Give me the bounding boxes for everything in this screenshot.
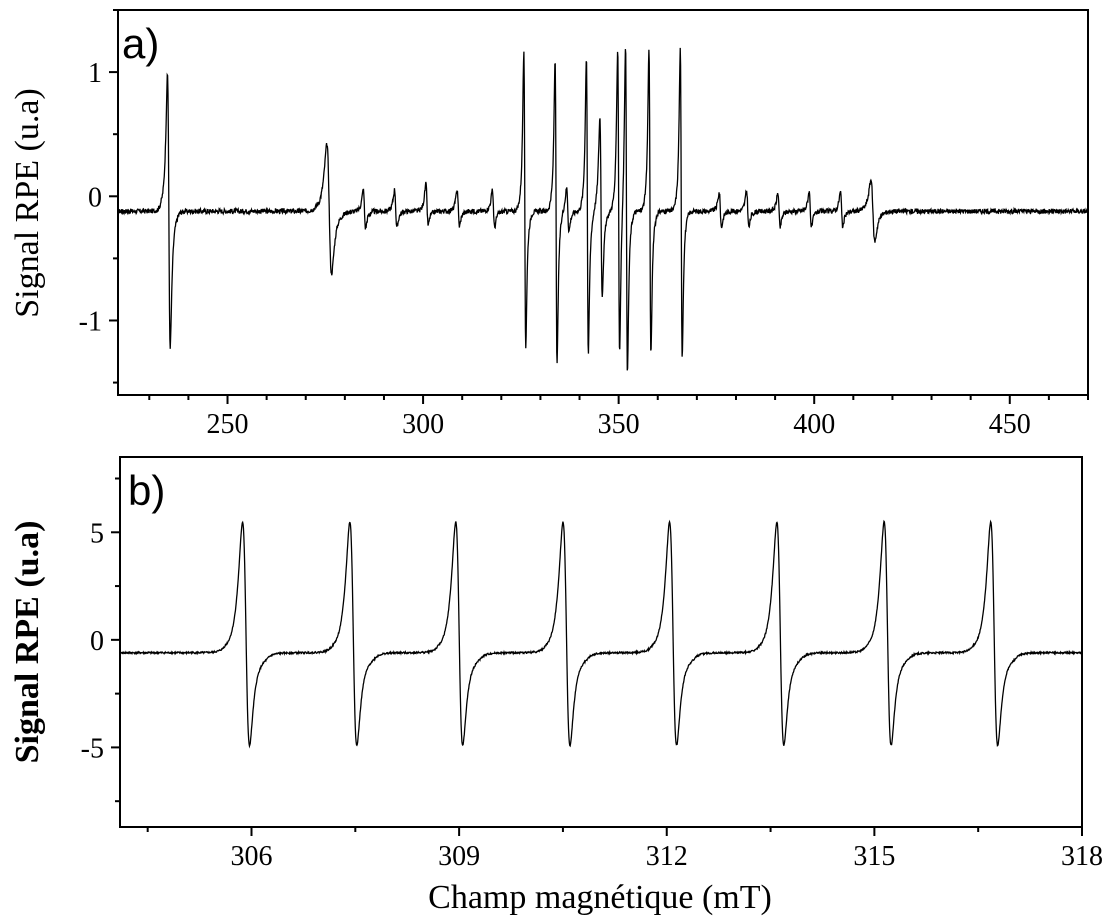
panel-b-y-tick-label: 0 (90, 626, 104, 657)
x-axis-title: Champ magnétique (mT) (428, 879, 772, 916)
panel-a-x-tick-label: 350 (598, 409, 640, 440)
panel-a-y-tick-label: 1 (88, 58, 102, 89)
panel-b: 306 309 312 315 318-505 b) Signal RPE (u.a) … (9, 456, 1103, 916)
panel-b-y-axis-title: Signal RPE (u.a) (9, 521, 46, 764)
panel-b-x-tick-label: 309 (438, 841, 480, 872)
panel-b-signal-line (119, 519, 1083, 749)
panel-a-label: a) (122, 20, 159, 67)
panel-a-y-tick-label: -1 (79, 306, 102, 337)
panel-a-x-tick-label: 300 (402, 409, 444, 440)
panel-b-x-tick-label: 318 (1061, 841, 1103, 872)
panel-a-x-tick-label: 400 (793, 409, 835, 440)
panel-a-ticks: 250 300 350 400 450 -1 0 1 (79, 9, 1089, 440)
panel-a-frame (117, 9, 1089, 396)
panel-b-label: b) (128, 467, 165, 514)
panel-a-x-tick-label: 250 (207, 409, 249, 440)
panel-b-x-tick-label: 312 (646, 841, 688, 872)
panel-a-signal-line (117, 47, 1089, 371)
panel-b-x-tick-label: 306 (230, 841, 272, 872)
panel-b-y-tick-label: -5 (81, 733, 104, 764)
panel-a: 250 300 350 400 450 -1 0 1 a) Signal RPE (u.a) (9, 9, 1089, 440)
panel-a-x-tick-label: 450 (989, 409, 1031, 440)
panel-b-y-tick-label: 5 (90, 518, 104, 549)
panel-b-x-tick-label: 315 (853, 841, 895, 872)
panel-b-ticks: 306 309 312 315 318 -5 0 5 (81, 477, 1103, 872)
panel-b-frame (119, 456, 1083, 828)
panel-a-y-axis-title: Signal RPE (u.a) (9, 88, 46, 317)
panel-a-y-tick-label: 0 (88, 182, 102, 213)
